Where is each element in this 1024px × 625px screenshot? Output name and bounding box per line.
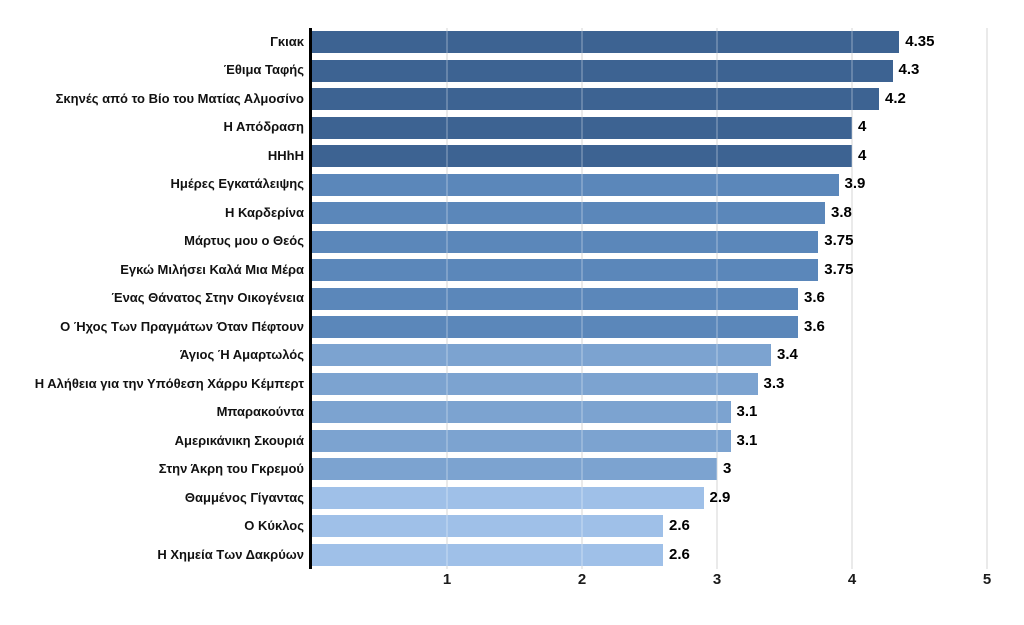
bar [312, 59, 893, 82]
category-label: Η Απόδραση [223, 119, 304, 135]
value-label: 3.75 [824, 232, 854, 250]
bar [312, 429, 731, 452]
value-label: 4 [858, 146, 867, 164]
category-label: Σκηνές από το Βίο του Ματίας Αλμοσίνο [55, 90, 304, 106]
gridline-overlay [716, 28, 718, 569]
category-label: Άγιος Ή Αμαρτωλός [179, 347, 304, 363]
category-label: Η Αλήθεια για την Υπόθεση Χάρρυ Κέμπερτ [34, 375, 304, 391]
value-label: 3.8 [831, 203, 852, 221]
gridline [986, 28, 988, 569]
category-label: Η Χημεία Των Δακρύων [157, 546, 304, 562]
bar [312, 315, 798, 338]
bar [312, 372, 758, 395]
category-label: Ο Κύκλος [244, 518, 304, 534]
value-label: 4.3 [898, 61, 920, 79]
category-label: Μπαρακούντα [216, 404, 304, 420]
gridline-overlay [581, 28, 583, 569]
bar [312, 344, 771, 367]
x-tick-label: 2 [577, 571, 587, 588]
bar [312, 486, 704, 509]
category-label: Ένας Θάνατος Στην Οικογένεια [111, 290, 304, 306]
value-label: 2.6 [669, 517, 690, 535]
gridline-overlay [986, 28, 988, 569]
value-label: 4.2 [885, 89, 906, 107]
bar [312, 31, 900, 54]
value-label: 3.6 [804, 317, 825, 335]
value-label: 3.1 [736, 431, 758, 449]
x-tick-label: 5 [982, 571, 992, 588]
bar [312, 230, 819, 253]
category-label: Θαμμένος Γίγαντας [184, 489, 304, 505]
category-label: Μάρτυς μου ο Θεός [184, 233, 304, 249]
category-label: Η Καρδερίνα [224, 204, 304, 220]
bar [312, 515, 663, 538]
bar [312, 543, 663, 566]
bar [312, 116, 852, 139]
x-tick-label: 4 [847, 571, 857, 588]
gridline [851, 28, 853, 569]
category-label: Αμερικάνικη Σκουριά [174, 432, 304, 448]
category-label: HHhH [267, 147, 304, 163]
bar [312, 287, 798, 310]
value-label: 3.75 [824, 260, 854, 278]
category-label: Γκιακ [270, 34, 304, 49]
bar [312, 145, 852, 168]
bar [312, 259, 819, 282]
category-label: Ο Ήχος Των Πραγμάτων Όταν Πέφτουν [60, 318, 304, 334]
category-label: Εγκώ Μιλήσει Καλά Μια Μέρα [120, 261, 304, 277]
value-label: 3.1 [736, 403, 758, 421]
value-label: 3.6 [804, 289, 825, 307]
value-label: 3.4 [777, 346, 798, 364]
bar [312, 401, 731, 424]
value-label: 4 [858, 118, 867, 136]
value-label: 3.9 [844, 175, 866, 193]
category-label: Έθιμα Ταφής [223, 62, 304, 78]
bar [312, 202, 825, 225]
x-tick-label: 3 [712, 571, 722, 588]
bar [312, 88, 879, 111]
category-label: Στην Άκρη του Γκρεμού [158, 461, 304, 477]
x-tick-label: 1 [442, 571, 452, 588]
category-label: Ημέρες Εγκατάλειψης [170, 176, 304, 192]
value-label: 3.3 [763, 374, 785, 392]
gridline-overlay [851, 28, 853, 569]
value-label: 4.35 [905, 33, 935, 50]
value-label: 2.6 [669, 545, 690, 563]
y-axis-line [309, 28, 312, 569]
bar [312, 173, 839, 196]
value-label: 3 [723, 460, 732, 478]
value-label: 2.9 [709, 488, 731, 506]
gridline-overlay [446, 28, 448, 569]
bar [312, 458, 717, 481]
